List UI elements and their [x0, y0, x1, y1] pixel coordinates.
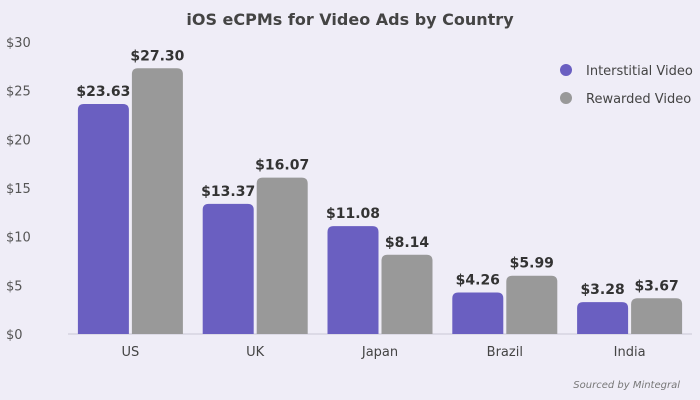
bar-japan-interstitial-video [327, 226, 379, 334]
bar-india-interstitial-video [577, 302, 629, 334]
data-label: $27.30 [130, 48, 184, 64]
bar-brazil-interstitial-video [452, 292, 504, 334]
bar-us-interstitial-video [77, 104, 129, 334]
data-label: $16.07 [255, 158, 309, 174]
chart-title: iOS eCPMs for Video Ads by Country [186, 10, 514, 29]
data-label: $5.99 [510, 256, 554, 272]
data-label: $23.63 [76, 84, 130, 100]
x-category-label: Japan [361, 345, 398, 360]
y-tick-label: $5 [6, 279, 23, 294]
legend-marker-interstitial-video [560, 64, 572, 76]
category-labels: US UK Japan Brazil India [122, 345, 646, 360]
y-tick-label: $15 [6, 182, 31, 197]
data-label: $11.08 [326, 206, 380, 222]
x-category-label: UK [246, 345, 265, 360]
legend-label-interstitial-video: Interstitial Video [586, 64, 693, 79]
legend: Interstitial Video Rewarded Video [560, 64, 693, 107]
x-category-label: Brazil [487, 345, 523, 360]
y-tick-label: $20 [6, 133, 31, 148]
data-label: $13.37 [201, 184, 255, 200]
bar-brazil-rewarded-video [506, 275, 558, 334]
legend-label-rewarded-video: Rewarded Video [586, 92, 691, 107]
x-category-label: US [122, 345, 140, 360]
y-axis-ticks: $0 $5 $10 $15 $20 $25 $30 [6, 36, 31, 343]
bar-uk-interstitial-video [202, 203, 254, 334]
bar-india-rewarded-video [631, 298, 683, 334]
y-tick-label: $0 [6, 328, 23, 343]
bar-us-rewarded-video [131, 68, 183, 334]
bars-group: $23.63 $27.30 $13.37$16.07 $11.08 $8.14 $4.26… [76, 48, 683, 334]
bar-uk-rewarded-video [256, 177, 308, 334]
source-note: Sourced by Mintegral [573, 380, 680, 391]
data-label: $3.67 [634, 278, 678, 294]
legend-marker-rewarded-video [560, 92, 572, 104]
x-category-label: India [614, 345, 646, 360]
y-tick-label: $30 [6, 36, 31, 51]
data-label: $4.26 [456, 273, 500, 289]
bar-japan-rewarded-video [381, 254, 433, 334]
data-label: $3.28 [580, 282, 624, 298]
data-label: $8.14 [385, 235, 430, 251]
y-tick-label: $10 [6, 231, 31, 246]
y-tick-label: $25 [6, 85, 31, 100]
